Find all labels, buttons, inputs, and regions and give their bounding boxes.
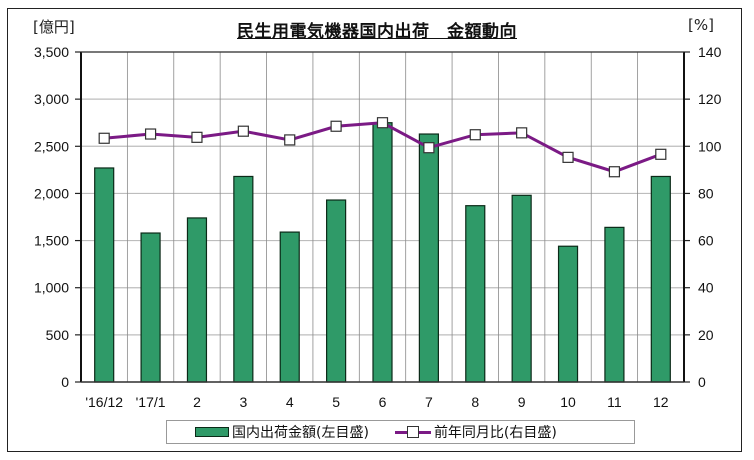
x-tick-label: 6 xyxy=(379,394,387,410)
line-marker xyxy=(191,131,203,143)
right-tick-label: 60 xyxy=(698,233,714,249)
x-tick-label: 9 xyxy=(518,394,526,410)
legend: 国内出荷金額(左目盛) 前年同月比(右目盛) xyxy=(166,420,635,444)
bar xyxy=(94,167,115,383)
line-marker xyxy=(284,134,296,146)
right-tick-label: 100 xyxy=(698,138,722,154)
bar xyxy=(604,226,625,383)
right-tick-label: 20 xyxy=(698,327,714,343)
bar xyxy=(465,205,486,383)
line-marker-swatch-icon xyxy=(394,426,431,438)
line-marker xyxy=(469,129,481,141)
bar xyxy=(372,122,393,383)
legend-item-bar: 国内出荷金額(左目盛) xyxy=(195,422,369,442)
line-marker xyxy=(562,151,574,163)
right-tick-label: 0 xyxy=(698,374,706,390)
bar xyxy=(233,175,254,383)
left-tick-label: 3,500 xyxy=(34,44,69,60)
legend-line-label: 前年同月比(右目盛) xyxy=(433,425,557,441)
right-tick-label: 80 xyxy=(698,185,714,201)
line-marker xyxy=(516,127,528,139)
bar xyxy=(186,217,208,383)
left-tick-label: 0 xyxy=(61,374,69,390)
line-marker xyxy=(237,125,249,137)
x-tick-label: 8 xyxy=(471,394,479,410)
right-tick-label: 140 xyxy=(698,44,722,60)
x-tick-label: '17/1 xyxy=(136,394,166,410)
bar xyxy=(140,232,161,383)
line-marker xyxy=(608,166,621,178)
legend-bar-label: 国内出荷金額(左目盛) xyxy=(232,425,369,441)
right-tick-label: 40 xyxy=(698,280,714,296)
legend-item-line: 前年同月比(右目盛) xyxy=(394,422,557,442)
line-marker xyxy=(144,128,157,140)
bar xyxy=(650,175,671,383)
left-axis-unit: [億円] xyxy=(33,18,75,36)
line-marker xyxy=(376,117,389,129)
left-tick-label: 2,500 xyxy=(34,138,69,154)
left-tick-label: 1,000 xyxy=(34,280,69,296)
bar xyxy=(511,194,532,383)
left-tick-label: 2,000 xyxy=(34,185,69,201)
line-marker xyxy=(330,120,342,132)
x-tick-label: 10 xyxy=(560,394,576,410)
x-tick-label: 11 xyxy=(607,394,622,410)
line-marker xyxy=(423,142,435,154)
right-axis-unit: [%] xyxy=(688,16,714,34)
line-marker xyxy=(655,148,667,160)
x-tick-label: 4 xyxy=(286,394,294,410)
bar xyxy=(326,199,347,383)
left-tick-label: 500 xyxy=(46,327,70,343)
right-tick-label: 120 xyxy=(698,91,722,107)
x-tick-label: '16/12 xyxy=(85,394,123,410)
bar xyxy=(279,231,300,383)
bar-swatch-icon xyxy=(195,427,229,437)
x-tick-label: 5 xyxy=(332,394,340,410)
bar xyxy=(557,245,579,383)
chart-title: 民生用電気機器国内出荷 金額動向 xyxy=(237,22,517,42)
left-tick-label: 1,500 xyxy=(34,233,69,249)
x-tick-label: 12 xyxy=(653,394,669,410)
x-tick-label: 7 xyxy=(425,394,433,410)
x-tick-label: 3 xyxy=(239,394,247,410)
x-tick-label: 2 xyxy=(193,394,201,410)
line-marker xyxy=(98,132,110,144)
bar xyxy=(418,133,439,383)
left-tick-label: 3,000 xyxy=(34,91,69,107)
